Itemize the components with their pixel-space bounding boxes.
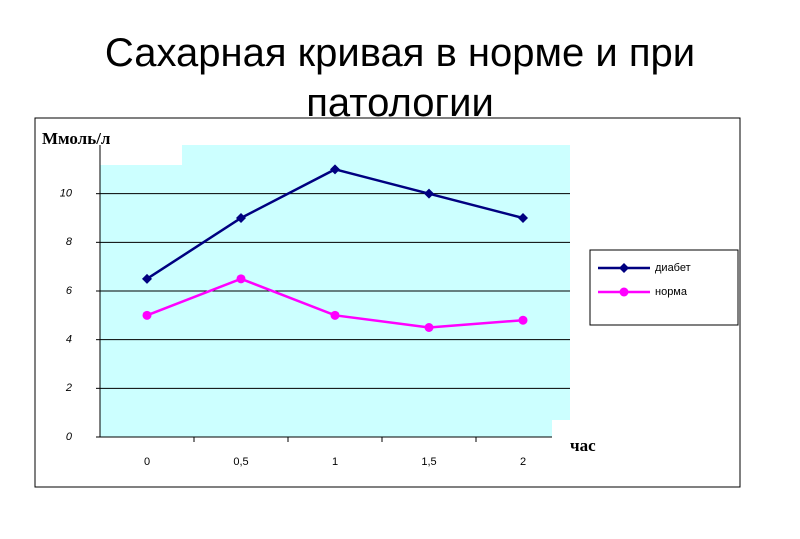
- data-point: [330, 164, 340, 175]
- x-label-bg: [552, 420, 622, 460]
- y-tick-label: 6: [66, 285, 73, 297]
- x-tick-label: 2: [520, 456, 526, 468]
- data-point: [142, 273, 152, 284]
- data-point: [330, 310, 340, 320]
- y-tick-label: 4: [66, 334, 72, 346]
- data-point: [424, 188, 434, 199]
- data-point: [236, 274, 246, 284]
- y-tick-label: 0: [66, 431, 73, 443]
- data-point: [518, 213, 528, 223]
- legend-marker: [619, 287, 629, 297]
- y-tick-label: 8: [66, 236, 73, 248]
- y-label-bg: [36, 125, 182, 165]
- y-tick-label: 10: [60, 188, 73, 200]
- legend-marker: [619, 263, 629, 273]
- x-tick-label: 0,5: [233, 456, 248, 468]
- data-point: [518, 315, 528, 325]
- x-tick-label: 1,5: [421, 456, 436, 468]
- x-axis-label: час: [570, 436, 596, 455]
- data-point: [236, 213, 246, 223]
- y-tick-label: 2: [65, 382, 72, 394]
- data-point: [142, 310, 152, 320]
- data-point: [424, 323, 434, 332]
- chart-title: Сахарная кривая в норме и при патологии: [104, 31, 696, 125]
- y-axis-label: Ммоль/л: [42, 129, 111, 148]
- legend-box: [589, 249, 739, 326]
- legend-label: диабет: [655, 262, 691, 274]
- legend-label: норма: [655, 286, 688, 298]
- x-tick-label: 1: [332, 456, 338, 468]
- x-tick-label: 0: [144, 456, 150, 468]
- chart-border: [34, 117, 741, 488]
